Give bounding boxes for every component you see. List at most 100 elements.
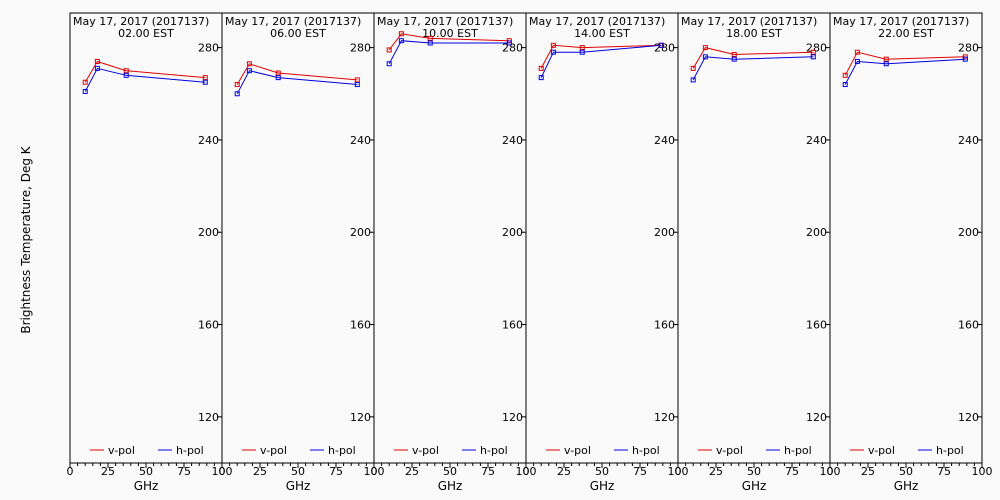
x-tick-label: 25 bbox=[861, 465, 875, 478]
x-tick-label: 25 bbox=[405, 465, 419, 478]
y-tick-label: 280 bbox=[198, 42, 219, 55]
y-tick-label: 240 bbox=[198, 134, 219, 147]
legend-label-h-pol: h-pol bbox=[632, 444, 660, 457]
x-tick-label: 50 bbox=[443, 465, 457, 478]
legend-label-h-pol: h-pol bbox=[328, 444, 356, 457]
legend-label-v-pol: v-pol bbox=[108, 444, 135, 457]
y-tick-label: 200 bbox=[198, 226, 219, 239]
data-point-v-pol bbox=[234, 82, 240, 88]
data-point-h-pol bbox=[579, 49, 585, 55]
data-point-h-pol bbox=[702, 54, 708, 60]
data-point-h-pol bbox=[354, 82, 360, 88]
y-tick-label: 240 bbox=[350, 134, 371, 147]
legend-label-h-pol: h-pol bbox=[784, 444, 812, 457]
series-line-v-pol bbox=[84, 60, 206, 83]
panel-title-time: 22.00 EST bbox=[878, 27, 934, 40]
y-tick-label: 160 bbox=[958, 319, 979, 332]
x-tick-label: 25 bbox=[557, 465, 571, 478]
data-point-v-pol bbox=[731, 52, 737, 58]
panels-group: May 17, 2017 (2017137)02.00 EST120160200… bbox=[67, 12, 993, 493]
x-tick-label: 0 bbox=[219, 465, 226, 478]
x-tick-label: 100 bbox=[972, 465, 993, 478]
x-tick-label: 25 bbox=[253, 465, 267, 478]
data-point-v-pol bbox=[386, 47, 392, 53]
data-point-v-pol bbox=[883, 56, 889, 62]
data-point-v-pol bbox=[275, 70, 281, 76]
data-point-h-pol bbox=[883, 61, 889, 67]
series-line-h-pol bbox=[692, 56, 814, 81]
legend-label-v-pol: v-pol bbox=[716, 444, 743, 457]
y-tick-label: 160 bbox=[198, 319, 219, 332]
data-point-h-pol bbox=[962, 56, 968, 62]
y-tick-label: 120 bbox=[958, 411, 979, 424]
y-tick-label: 160 bbox=[806, 319, 827, 332]
x-axis-label: GHz bbox=[590, 479, 615, 493]
chart-panel-6: May 17, 2017 (2017137)22.00 EST 120 160 200… bbox=[827, 12, 993, 493]
y-tick-label: 280 bbox=[350, 42, 371, 55]
data-point-h-pol bbox=[94, 65, 100, 71]
data-point-v-pol bbox=[82, 79, 88, 85]
data-point-v-pol bbox=[246, 61, 252, 67]
chart-panel-3: May 17, 2017 (2017137)10.00 EST 120 160 200… bbox=[371, 12, 537, 493]
data-point-h-pol bbox=[658, 42, 664, 48]
panel-title-time: 06.00 EST bbox=[270, 27, 326, 40]
y-tick-label: 160 bbox=[350, 319, 371, 332]
y-tick-label: 240 bbox=[502, 134, 523, 147]
panel-title-time: 10.00 EST bbox=[422, 27, 478, 40]
series-line-v-pol bbox=[236, 63, 358, 85]
data-point-v-pol bbox=[94, 58, 100, 64]
series-line-v-pol bbox=[692, 47, 814, 69]
data-point-v-pol bbox=[123, 68, 129, 74]
data-point-h-pol bbox=[234, 91, 240, 97]
x-tick-label: 50 bbox=[747, 465, 761, 478]
panel-title-time: 14.00 EST bbox=[574, 27, 630, 40]
panel-title-time: 18.00 EST bbox=[726, 27, 782, 40]
x-tick-label: 25 bbox=[709, 465, 723, 478]
x-tick-label: 0 bbox=[371, 465, 378, 478]
y-tick-label: 120 bbox=[502, 411, 523, 424]
x-tick-label: 50 bbox=[899, 465, 913, 478]
data-point-v-pol bbox=[842, 72, 848, 78]
data-point-h-pol bbox=[246, 68, 252, 74]
legend-label-h-pol: h-pol bbox=[480, 444, 508, 457]
data-point-h-pol bbox=[550, 49, 556, 55]
x-axis-label: GHz bbox=[894, 479, 919, 493]
x-tick-label: 0 bbox=[523, 465, 530, 478]
y-tick-label: 240 bbox=[958, 134, 979, 147]
data-point-h-pol bbox=[275, 75, 281, 81]
panel-title-date: May 17, 2017 (2017137) bbox=[681, 15, 817, 28]
x-axis-label: GHz bbox=[134, 479, 159, 493]
x-tick-label: 75 bbox=[633, 465, 647, 478]
series-line-h-pol bbox=[84, 67, 206, 92]
data-point-v-pol bbox=[690, 65, 696, 71]
x-tick-label: 0 bbox=[827, 465, 834, 478]
panel-title-date: May 17, 2017 (2017137) bbox=[225, 15, 361, 28]
data-point-h-pol bbox=[427, 40, 433, 46]
y-tick-label: 280 bbox=[502, 42, 523, 55]
y-tick-label: 280 bbox=[958, 42, 979, 55]
data-point-h-pol bbox=[854, 58, 860, 64]
chart-panel-5: May 17, 2017 (2017137)18.00 EST 120 160 200… bbox=[675, 12, 841, 493]
x-tick-label: 100 bbox=[668, 465, 689, 478]
panel-title-date: May 17, 2017 (2017137) bbox=[73, 15, 209, 28]
data-point-v-pol bbox=[398, 31, 404, 37]
y-axis-label: Brightness Temperature, Deg K bbox=[19, 145, 33, 333]
data-point-v-pol bbox=[202, 75, 208, 81]
y-tick-label: 200 bbox=[654, 226, 675, 239]
y-tick-label: 120 bbox=[806, 411, 827, 424]
legend-label-v-pol: v-pol bbox=[868, 444, 895, 457]
x-axis-label: GHz bbox=[286, 479, 311, 493]
data-point-h-pol bbox=[842, 82, 848, 88]
data-point-h-pol bbox=[538, 75, 544, 81]
data-point-h-pol bbox=[123, 72, 129, 78]
series-line-h-pol bbox=[844, 58, 966, 85]
data-point-v-pol bbox=[538, 65, 544, 71]
data-point-h-pol bbox=[810, 54, 816, 60]
data-point-v-pol bbox=[550, 42, 556, 48]
data-point-h-pol bbox=[82, 88, 88, 94]
data-point-v-pol bbox=[854, 49, 860, 55]
series-line-h-pol bbox=[388, 40, 510, 65]
x-tick-label: 75 bbox=[937, 465, 951, 478]
x-tick-label: 25 bbox=[101, 465, 115, 478]
data-point-v-pol bbox=[354, 77, 360, 83]
